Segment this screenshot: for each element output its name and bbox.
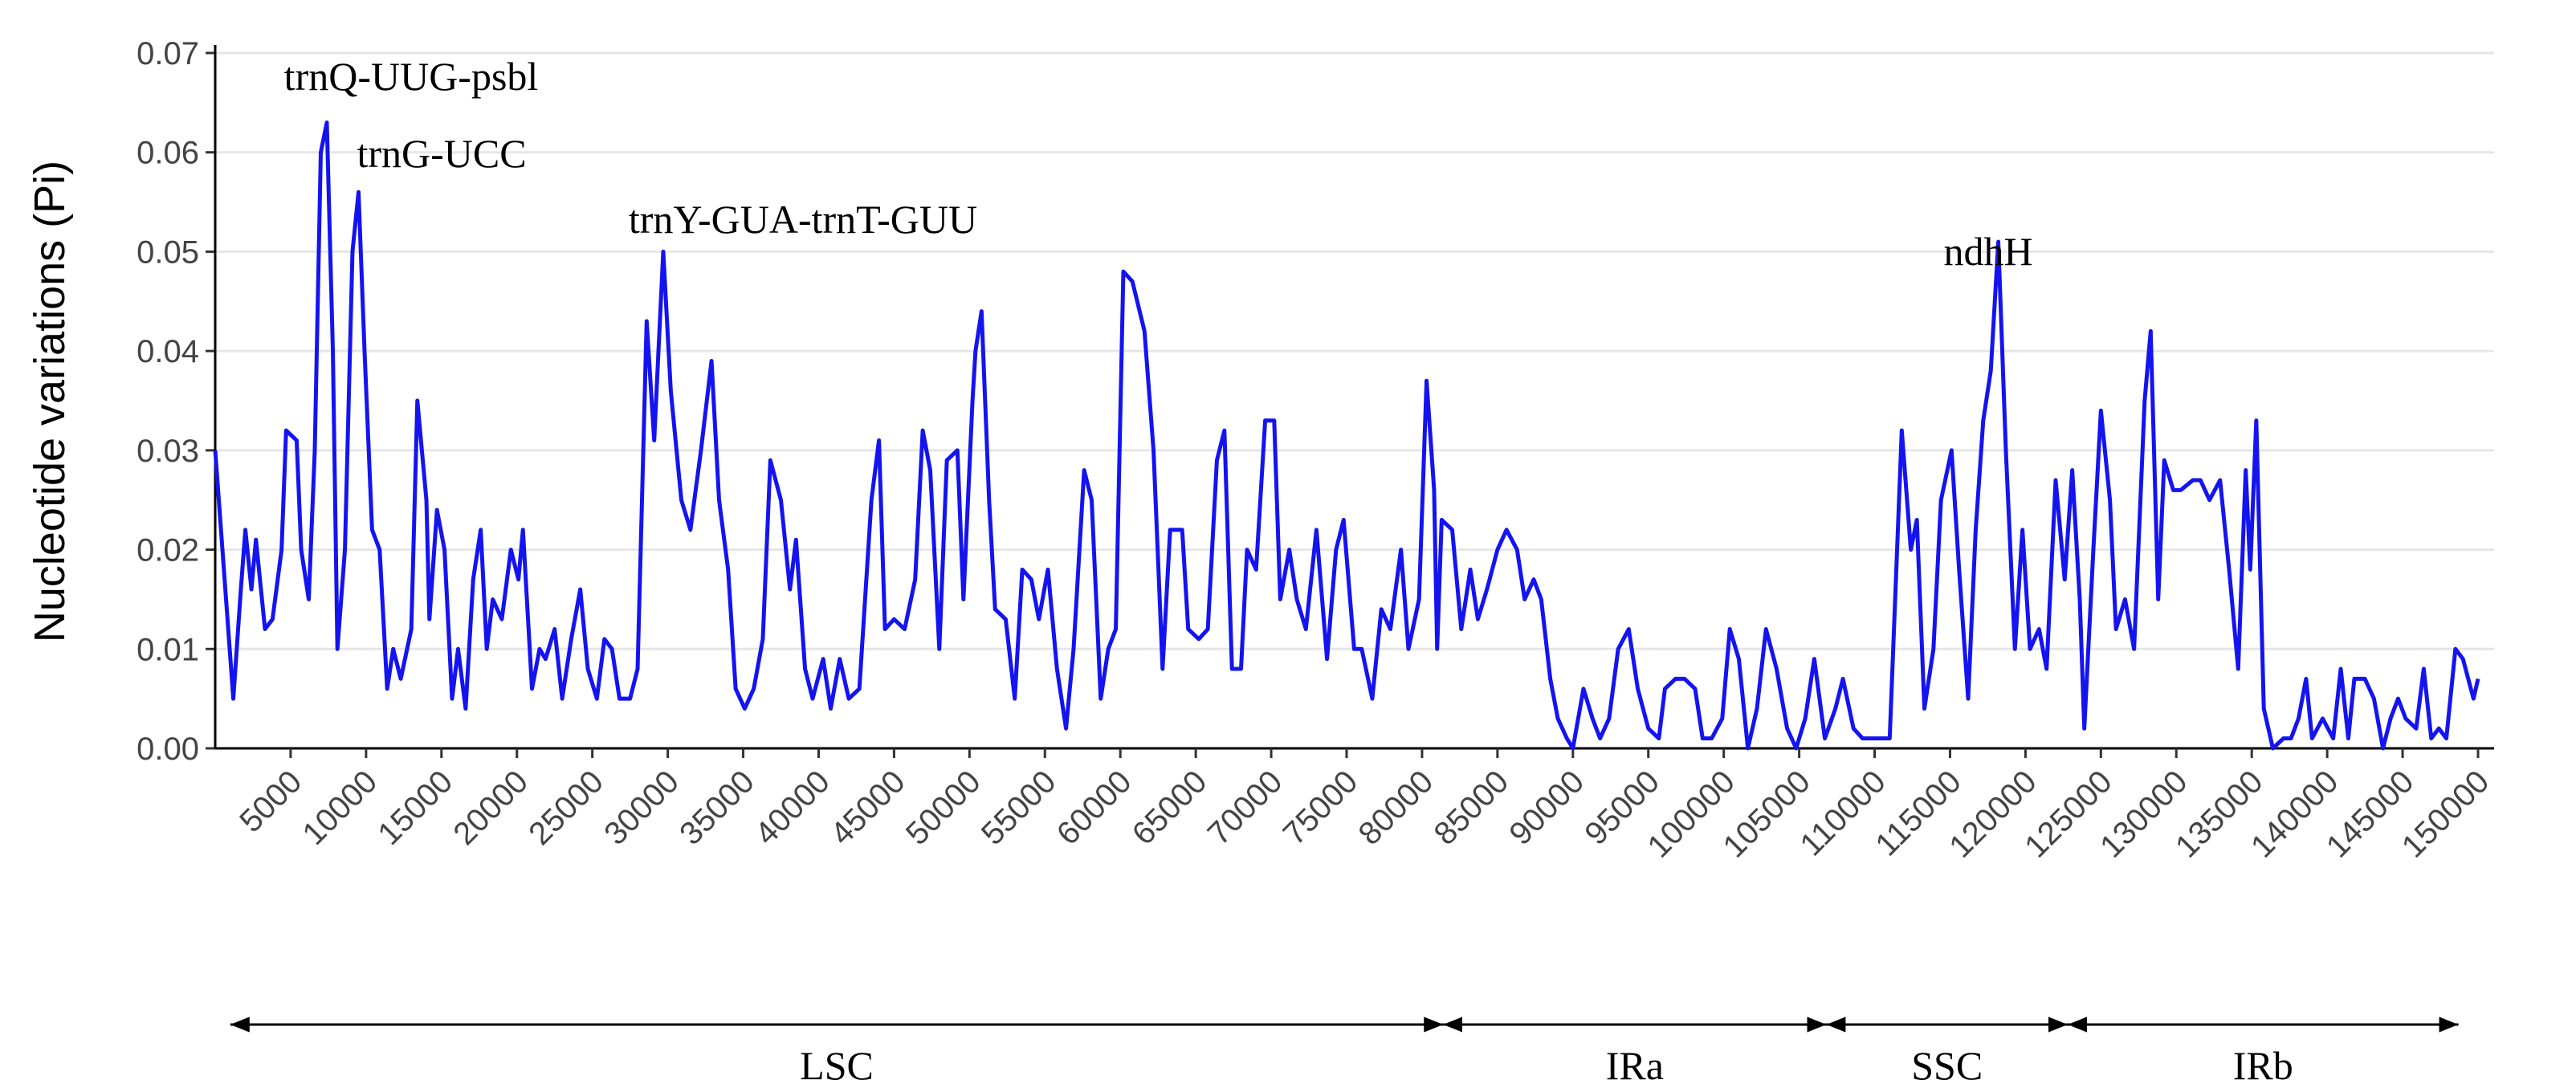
y-tick-label: 0.00	[137, 731, 199, 767]
region-label: SSC	[1911, 1043, 1983, 1088]
x-tick-label: 80000	[1352, 764, 1441, 852]
annotation: trnG-UCC	[357, 131, 526, 176]
annotation: trnY-GUA-trnT-GUU	[629, 197, 977, 242]
region-label: IRb	[2233, 1043, 2293, 1088]
x-tick-label: 85000	[1427, 764, 1515, 852]
x-tick-label: 45000	[824, 764, 912, 852]
y-tick-label: 0.05	[137, 234, 199, 270]
x-tick-label: 20000	[446, 764, 535, 852]
x-tick-label: 50000	[899, 764, 988, 852]
x-tick-label: 65000	[1126, 764, 1214, 852]
y-tick-label: 0.01	[137, 632, 199, 667]
x-tick-label: 70000	[1201, 764, 1290, 852]
annotation: trnQ-UUG-psbl	[284, 54, 539, 99]
x-tick-label: 60000	[1050, 764, 1139, 852]
data-line	[213, 120, 2480, 751]
y-axis-label: Nucleotide variations (Pi)	[26, 161, 74, 642]
x-tick-label: 10000	[296, 764, 384, 852]
x-tick-label: 25000	[522, 764, 610, 852]
x-tick-label: 90000	[1502, 764, 1591, 852]
x-tick-label: 110000	[1793, 764, 1892, 862]
y-tick-label: 0.02	[137, 533, 199, 568]
x-tick-label: 75000	[1277, 764, 1365, 852]
region-label: IRa	[1606, 1043, 1664, 1088]
x-tick-label: 15000	[371, 764, 459, 852]
y-tick-label: 0.07	[137, 36, 199, 71]
region-label: LSC	[800, 1043, 874, 1088]
y-tick-label: 0.03	[137, 434, 199, 469]
annotation: ndhH	[1943, 229, 2032, 274]
x-tick-label: 30000	[597, 764, 686, 852]
x-tick-label: 40000	[748, 764, 837, 852]
x-tick-label: 55000	[975, 764, 1063, 852]
y-tick-label: 0.06	[137, 136, 199, 171]
x-tick-label: 35000	[673, 764, 761, 852]
y-tick-label: 0.04	[137, 334, 199, 369]
